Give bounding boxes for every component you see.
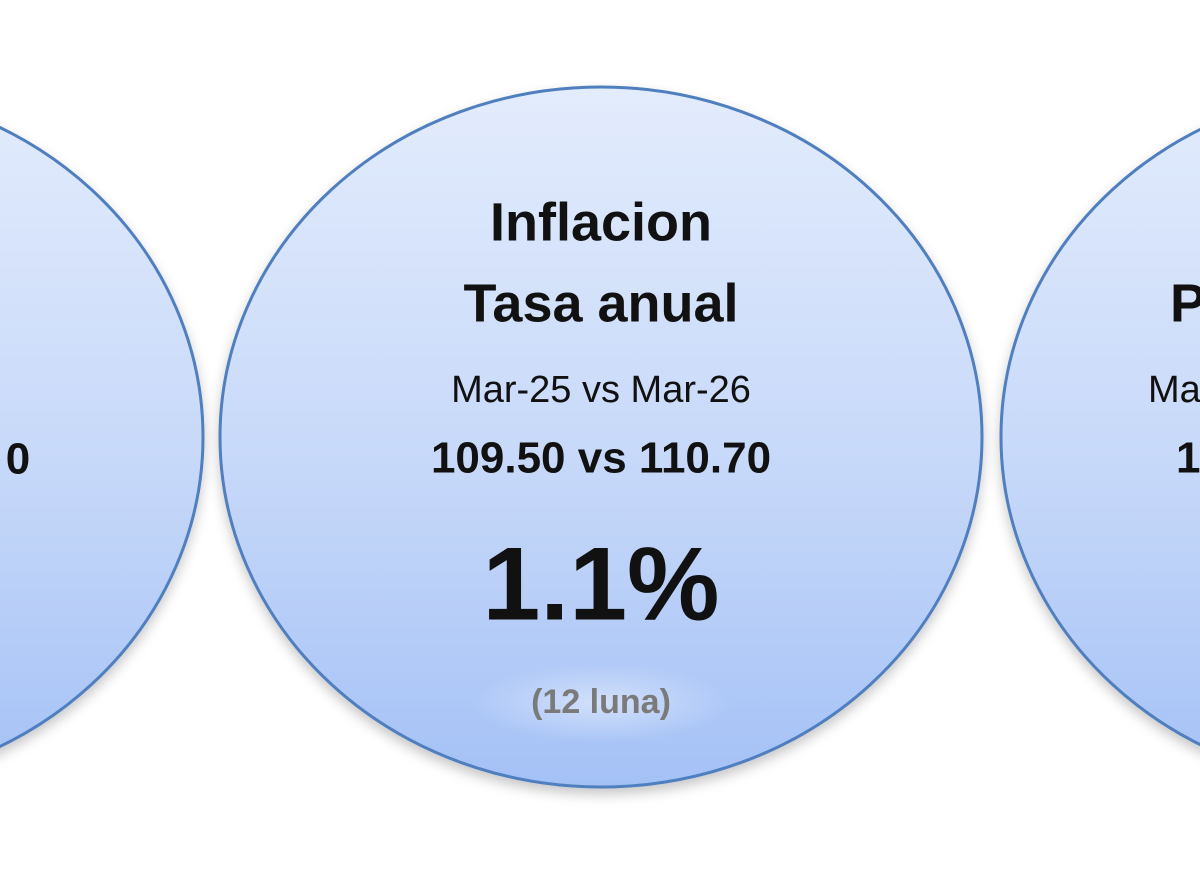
left-values: 0 — [6, 435, 30, 484]
right-values: 1 — [1176, 434, 1200, 483]
note: (12 luna) — [531, 683, 671, 721]
title-line: Tasa anual — [463, 273, 738, 333]
right-period: Ma — [1148, 369, 1200, 411]
period: Mar-25 vs Mar-26 — [451, 369, 751, 411]
note-glow — [471, 663, 731, 743]
title-line: Inflacion — [490, 192, 712, 252]
right-title: P — [1170, 273, 1200, 333]
circle-center — [218, 85, 984, 789]
circle-right — [999, 127, 1200, 747]
index-values: 109.50 vs 110.70 — [431, 434, 771, 483]
circle-left — [0, 125, 205, 749]
rate: 1.1% — [482, 526, 719, 642]
